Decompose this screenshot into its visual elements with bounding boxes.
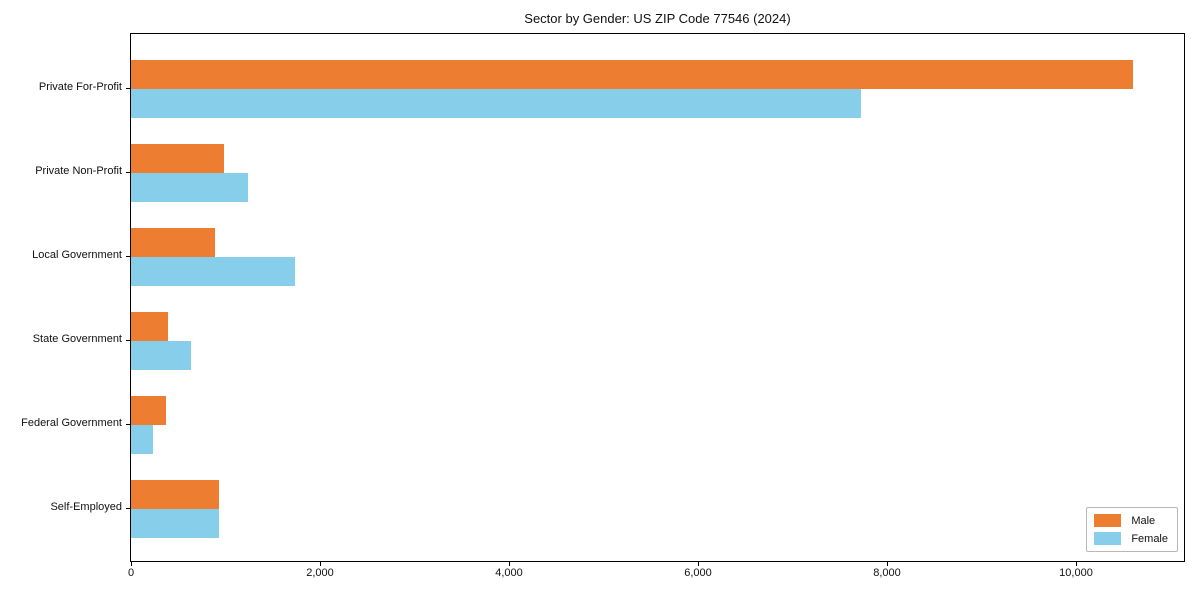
bar-male-5 — [131, 396, 166, 425]
y-tick-label: Private For-Profit — [38, 81, 122, 93]
x-tick-mark — [1076, 562, 1077, 566]
chart-title: Sector by Gender: US ZIP Code 77546 (202… — [524, 11, 791, 26]
x-tick-mark — [509, 562, 510, 566]
bar-female-3 — [131, 257, 295, 286]
y-tick-mark — [126, 256, 130, 257]
bar-female-6 — [131, 509, 219, 538]
plot-area: Male Female — [130, 33, 1185, 562]
y-tick-label: Self-Employed — [50, 501, 122, 513]
bar-male-4 — [131, 312, 168, 341]
bar-male-3 — [131, 228, 215, 257]
legend-swatch-female — [1094, 532, 1122, 545]
y-tick-label: State Government — [32, 333, 122, 345]
bar-female-1 — [131, 89, 861, 118]
y-tick-mark — [126, 424, 130, 425]
bar-male-2 — [131, 144, 224, 173]
legend-entry-male: Male — [1094, 514, 1168, 527]
x-tick-label: 4,000 — [495, 567, 523, 579]
x-tick-label: 2,000 — [306, 567, 334, 579]
legend-label: Female — [1131, 532, 1168, 545]
bar-male-1 — [131, 60, 1133, 89]
x-tick-mark — [887, 562, 888, 566]
bar-male-6 — [131, 480, 219, 509]
y-tick-label: Federal Government — [21, 417, 122, 429]
x-tick-label: 6,000 — [684, 567, 712, 579]
y-tick-mark — [126, 172, 130, 173]
legend-swatch-male — [1094, 514, 1122, 527]
y-tick-mark — [126, 88, 130, 89]
x-tick-mark — [698, 562, 699, 566]
x-tick-mark — [131, 562, 132, 566]
bar-female-5 — [131, 425, 153, 454]
bar-female-2 — [131, 173, 248, 202]
x-tick-mark — [320, 562, 321, 566]
y-tick-mark — [126, 340, 130, 341]
x-tick-label: 0 — [127, 567, 135, 579]
y-tick-label: Private Non-Profit — [35, 165, 122, 177]
y-tick-mark — [126, 508, 130, 509]
legend: Male Female — [1086, 507, 1178, 552]
y-tick-label: Local Government — [32, 249, 122, 261]
legend-label: Male — [1131, 514, 1156, 527]
legend-entry-female: Female — [1094, 532, 1168, 545]
bar-female-4 — [131, 341, 191, 370]
x-tick-label: 8,000 — [873, 567, 901, 579]
x-tick-label: 10,000 — [1059, 567, 1093, 579]
